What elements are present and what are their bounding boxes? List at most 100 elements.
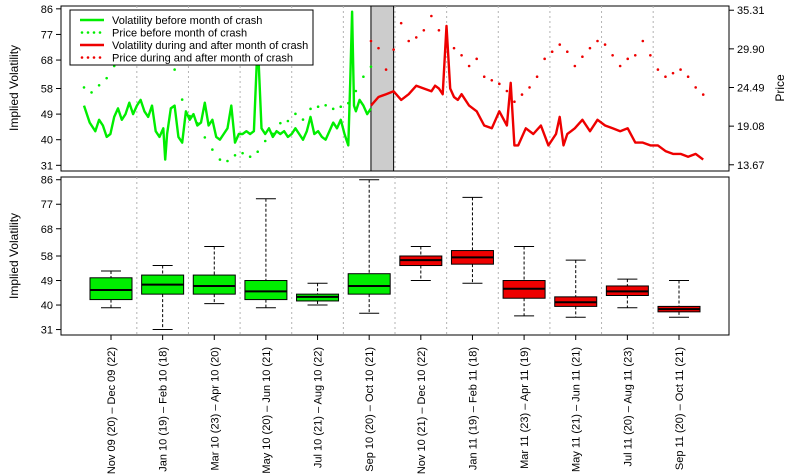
series-point-1: [271, 132, 275, 136]
series-point-3: [460, 53, 463, 57]
series-point-3: [377, 46, 380, 50]
top-y-tick-label: 49: [41, 109, 53, 121]
box-iqr: [244, 280, 288, 301]
series-point-3: [679, 68, 682, 71]
series-point-1: [226, 159, 229, 163]
series-point-3: [618, 64, 622, 68]
series-point-3: [384, 68, 388, 71]
x-tick-label: Mar 10 (23) – Apr 10 (20): [209, 347, 221, 471]
series-point-3: [498, 82, 501, 86]
series-point-1: [203, 136, 207, 139]
legend-swatch-3: [98, 56, 102, 59]
x-tick-label: Jul 10 (21) – Aug 10 (22): [313, 347, 325, 468]
series-point-1: [309, 107, 312, 111]
series-point-1: [301, 118, 305, 121]
series-point-1: [339, 105, 343, 109]
x-tick-label: Mar 11 (23) – Apr 11 (19): [519, 347, 531, 469]
legend-box: [69, 9, 314, 66]
series-point-3: [535, 75, 539, 79]
series-point-1: [180, 98, 184, 101]
series-point-3: [664, 75, 667, 79]
series-point-3: [626, 57, 630, 61]
series-line-0: [82, 10, 372, 161]
series-point-3: [694, 86, 697, 89]
series-point-1: [248, 155, 252, 159]
legend-swatch-1: [80, 31, 84, 34]
series-point-1: [173, 68, 176, 71]
series-point-3: [399, 21, 403, 25]
series-point-1: [316, 105, 320, 109]
series-point-3: [513, 100, 516, 104]
legend-swatch-1: [98, 31, 102, 34]
series-point-1: [105, 76, 108, 80]
series-point-3: [422, 28, 426, 32]
series-point-1: [354, 89, 358, 93]
series-point-1: [218, 158, 222, 161]
series-point-3: [588, 46, 592, 50]
x-tick-label: Sep 10 (20) – Oct 10 (21): [364, 347, 376, 472]
series-point-1: [362, 75, 365, 79]
top-y2-tick-label: 24.49: [737, 83, 765, 95]
crash-month-band: [370, 5, 395, 172]
box-iqr: [89, 277, 133, 301]
legend-swatch-3: [92, 56, 96, 59]
box-iqr: [192, 274, 236, 295]
series-point-1: [279, 121, 282, 125]
legend-swatch-1: [92, 31, 96, 34]
bottom-panel: 31 40 49 58 68 77 86 Nov 09 (20) – Dec 09 (22)…: [7, 175, 730, 474]
series-point-3: [520, 93, 524, 96]
x-tick-label: Jan 11 (19) – Feb 11 (18): [467, 347, 479, 470]
series-point-3: [573, 64, 577, 68]
series-point-3: [686, 75, 690, 79]
bottom-y-tick-label: 49: [41, 276, 53, 288]
series-point-3: [649, 53, 652, 57]
series-point-1: [331, 107, 335, 111]
series-point-1: [263, 139, 267, 143]
series-point-3: [671, 71, 675, 75]
series-point-1: [195, 121, 199, 125]
series-point-3: [641, 39, 645, 43]
legend-swatch-1: [86, 31, 90, 34]
series-point-1: [188, 114, 192, 118]
top-y-tick-label: 40: [41, 135, 53, 147]
series-point-3: [505, 89, 509, 93]
series-point-1: [369, 65, 373, 69]
series-point-3: [581, 55, 584, 59]
top-y2-tick-label: 29.90: [737, 44, 765, 56]
bottom-plot-frame: [60, 176, 730, 336]
box-iqr: [347, 273, 391, 295]
series-point-1: [211, 148, 214, 151]
top-y-axis-label: Implied Volatility: [7, 45, 21, 131]
series-point-1: [233, 153, 237, 157]
legend-label-1: Price before month of crash: [112, 28, 247, 40]
bottom-y-tick-label: 40: [41, 300, 53, 312]
series-point-3: [475, 57, 478, 61]
top-y-tick-label: 77: [41, 29, 53, 41]
series-point-3: [437, 28, 441, 32]
series-point-3: [596, 39, 599, 43]
series-point-3: [633, 53, 637, 57]
series-point-3: [430, 14, 433, 18]
legend-swatch-3: [80, 56, 84, 59]
series-point-1: [82, 86, 86, 89]
x-tick-label: May 11 (21) – Jun 11 (21): [571, 347, 583, 472]
x-tick-label: Nov 09 (20) – Dec 09 (22): [106, 347, 118, 474]
top-y2-axis-label: Price: [773, 74, 787, 102]
series-point-3: [369, 39, 373, 43]
legend-label-2: Volatility during and after month of cra…: [112, 40, 308, 52]
series-point-3: [490, 78, 494, 82]
x-tick-label: May 10 (20) – Jun 10 (21): [261, 347, 273, 474]
bottom-y-tick-label: 86: [41, 175, 53, 187]
legend-swatch-3: [86, 56, 90, 59]
series-point-1: [286, 119, 290, 123]
top-y-tick-label: 68: [41, 55, 53, 67]
bottom-y-tick-label: 31: [41, 325, 53, 337]
x-tick-label: Nov 10 (21) – Dec 10 (22): [416, 347, 428, 474]
series-point-3: [565, 50, 569, 54]
bottom-y-tick-label: 58: [41, 251, 53, 263]
series-point-3: [407, 39, 411, 43]
series-point-1: [241, 151, 244, 155]
series-point-3: [656, 68, 660, 71]
x-tick-label: Jul 11 (20) – Aug 11 (23): [622, 347, 634, 466]
